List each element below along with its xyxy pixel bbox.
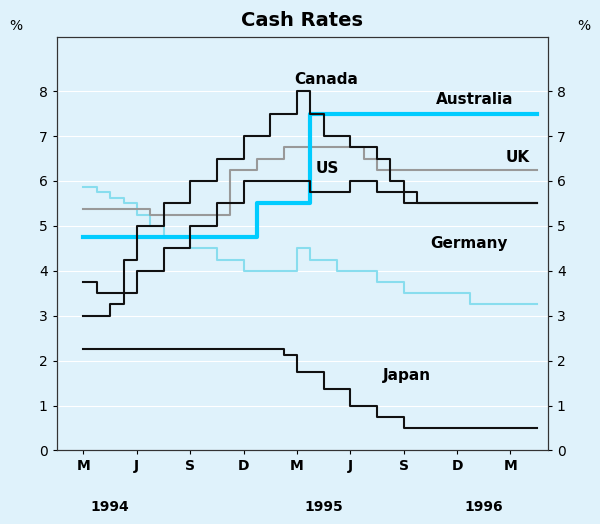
Text: 1994: 1994: [91, 500, 130, 514]
Text: 1996: 1996: [464, 500, 503, 514]
Text: UK: UK: [505, 150, 529, 165]
Text: Japan: Japan: [382, 368, 431, 383]
Text: Canada: Canada: [295, 72, 358, 86]
Text: %: %: [9, 19, 22, 33]
Title: Cash Rates: Cash Rates: [241, 11, 364, 30]
Text: Australia: Australia: [436, 92, 513, 107]
Text: US: US: [316, 161, 339, 177]
Text: Germany: Germany: [430, 236, 508, 250]
Text: 1995: 1995: [304, 500, 343, 514]
Text: %: %: [577, 19, 590, 33]
